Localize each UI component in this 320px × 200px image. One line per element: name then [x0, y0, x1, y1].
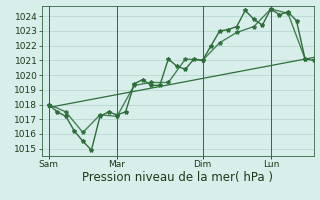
X-axis label: Pression niveau de la mer( hPa ): Pression niveau de la mer( hPa ) [82, 171, 273, 184]
